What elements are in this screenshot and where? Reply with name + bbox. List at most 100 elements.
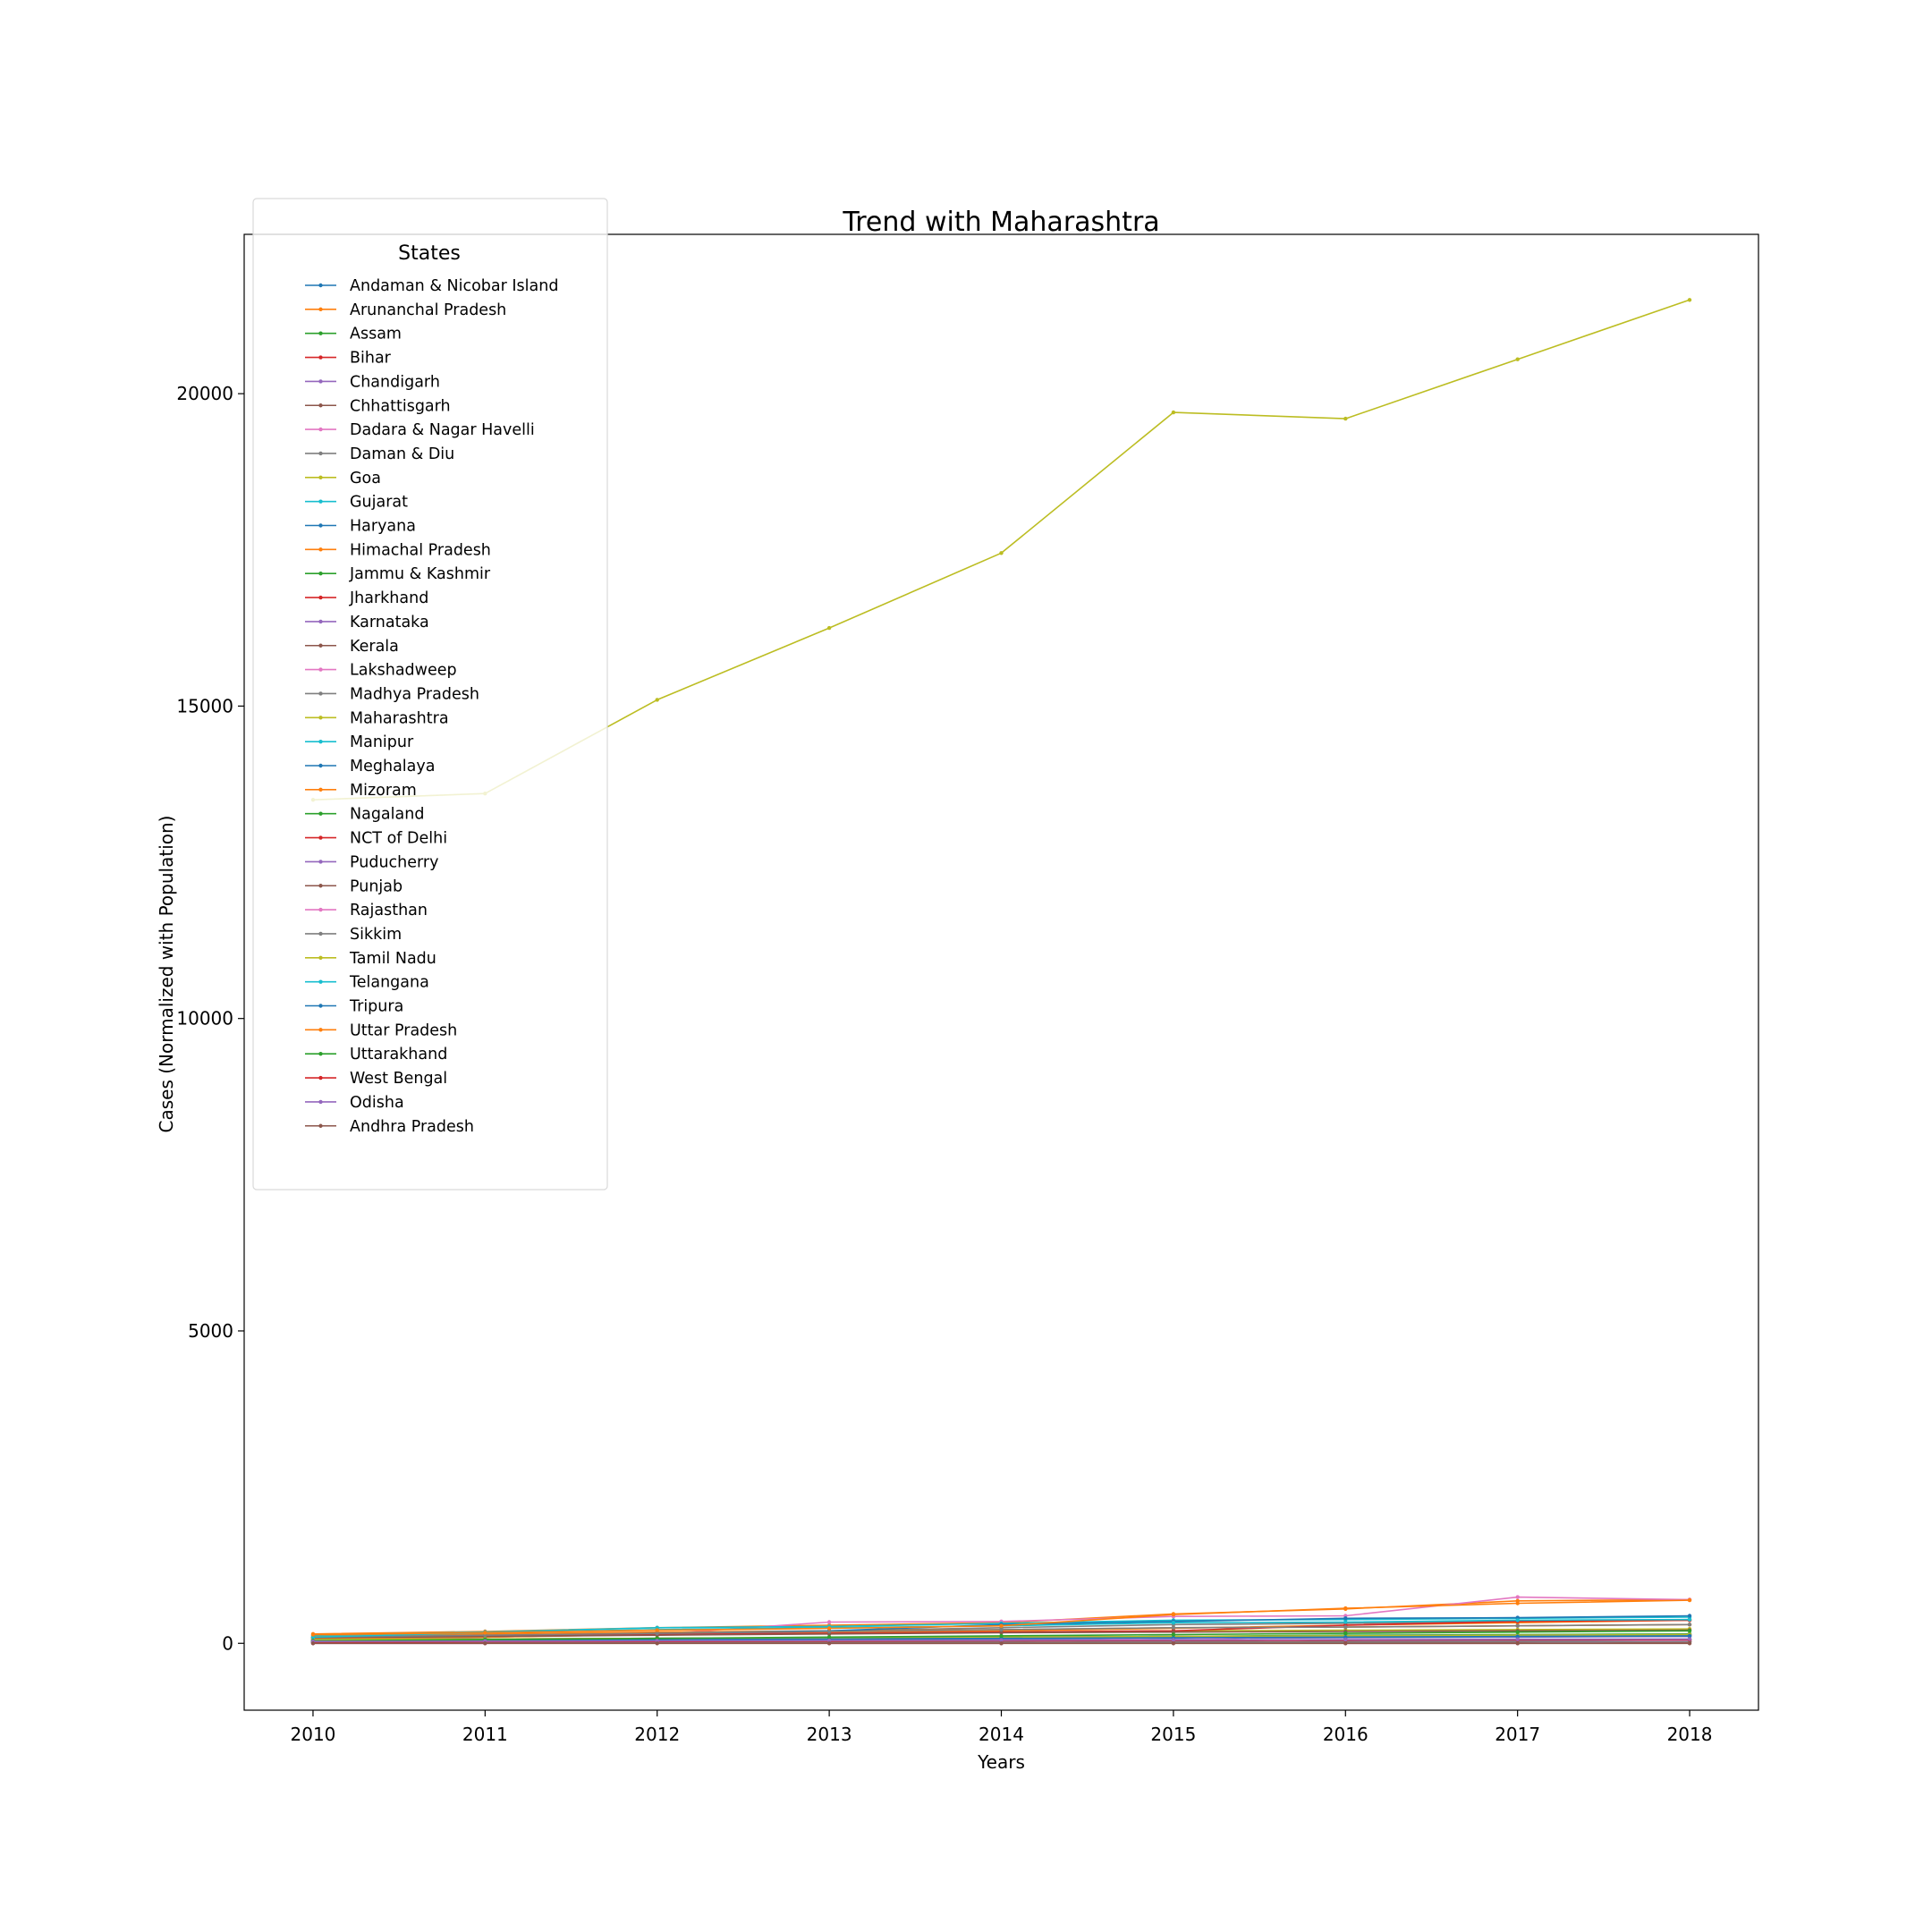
- legend-marker-haryana: [318, 523, 323, 528]
- legend-label-odisha: Odisha: [350, 1094, 404, 1112]
- data-point-maharashtra-2016: [1343, 416, 1348, 421]
- legend-item-mizoram: Mizoram: [305, 782, 417, 800]
- legend-marker-odisha: [318, 1099, 323, 1105]
- data-point-odisha-2018: [1687, 1637, 1692, 1641]
- data-point-sikkim-2014: [999, 1627, 1004, 1632]
- data-point-andhra-pradesh-2016: [1343, 1641, 1348, 1646]
- legend-marker-himachal-pradesh: [318, 547, 323, 552]
- data-point-tripura-2018: [1687, 1633, 1692, 1639]
- legend-label-manipur: Manipur: [350, 733, 414, 751]
- legend-item-rajasthan: Rajasthan: [305, 902, 428, 919]
- legend-marker-puducherry: [318, 860, 323, 864]
- legend-item-jharkhand: Jharkhand: [305, 589, 428, 607]
- legend-marker-assam: [318, 331, 323, 335]
- data-point-sikkim-2018: [1687, 1623, 1692, 1627]
- data-point-dadara-and-nagar-havelli-2017: [1515, 1595, 1520, 1599]
- legend-item-haryana: Haryana: [305, 518, 416, 536]
- legend-marker-nagaland: [318, 811, 323, 816]
- data-point-telangana-2016: [1343, 1620, 1348, 1624]
- legend-item-sikkim: Sikkim: [305, 926, 402, 944]
- data-point-maharashtra-2012: [655, 698, 659, 702]
- legend-item-odisha: Odisha: [305, 1094, 404, 1112]
- data-point-uttarakhand-2018: [1687, 1629, 1692, 1633]
- legend-marker-karnataka: [318, 619, 323, 624]
- data-point-uttar-pradesh-2010: [310, 1632, 316, 1637]
- data-point-odisha-2016: [1343, 1637, 1348, 1642]
- legend-item-assam: Assam: [305, 326, 402, 343]
- data-point-sikkim-2017: [1515, 1623, 1520, 1628]
- legend-label-rajasthan: Rajasthan: [350, 902, 428, 919]
- data-point-telangana-2015: [1171, 1621, 1176, 1625]
- data-point-sikkim-2012: [655, 1631, 659, 1636]
- data-point-uttar-pradesh-2017: [1515, 1601, 1520, 1606]
- data-point-andhra-pradesh-2014: [999, 1641, 1004, 1646]
- legend-item-puducherry: Puducherry: [305, 853, 438, 871]
- legend-marker-daman-and-diu: [318, 451, 323, 456]
- data-point-andhra-pradesh-2018: [1687, 1641, 1692, 1646]
- legend-label-kerala: Kerala: [350, 638, 399, 656]
- data-point-odisha-2015: [1171, 1638, 1176, 1642]
- data-point-uttarakhand-2014: [999, 1633, 1004, 1639]
- data-point-uttarakhand-2017: [1515, 1630, 1520, 1634]
- legend-item-meghalaya: Meghalaya: [305, 758, 435, 775]
- data-point-odisha-2014: [999, 1638, 1004, 1643]
- legend-marker-gujarat: [318, 499, 323, 504]
- legend-label-himachal-pradesh: Himachal Pradesh: [350, 541, 491, 559]
- legend-label-gujarat: Gujarat: [350, 494, 408, 512]
- legend-marker-andhra-pradesh: [318, 1123, 323, 1128]
- x-tick-label: 2011: [462, 1724, 508, 1745]
- legend-label-nct-of-delhi: NCT of Delhi: [350, 830, 447, 848]
- data-point-uttar-pradesh-2012: [655, 1628, 659, 1632]
- legend-label-jammu-and-kashmir: Jammu & Kashmir: [349, 565, 491, 583]
- legend-box: [252, 198, 608, 1191]
- x-tick-label: 2014: [979, 1724, 1024, 1745]
- legend-marker-tripura: [318, 1004, 323, 1008]
- data-point-odisha-2017: [1515, 1637, 1520, 1641]
- legend-items: Andaman & Nicobar Island Arunanchal Prade…: [305, 277, 558, 1136]
- data-point-maharashtra-2018: [1687, 298, 1692, 302]
- legend-item-tamil-nadu: Tamil Nadu: [305, 950, 436, 968]
- legend-label-lakshadweep: Lakshadweep: [350, 662, 457, 680]
- legend-marker-kerala: [318, 643, 323, 648]
- legend-item-bihar: Bihar: [305, 350, 392, 368]
- legend-label-maharashtra: Maharashtra: [350, 709, 449, 727]
- legend-marker-goa: [318, 475, 323, 479]
- data-point-uttar-pradesh-2018: [1687, 1597, 1692, 1603]
- legend-label-uttarakhand: Uttarakhand: [350, 1046, 447, 1063]
- legend-item-dadara-and-nagar-havelli: Dadara & Nagar Havelli: [305, 421, 535, 439]
- y-tick-label: 20000: [176, 383, 233, 404]
- legend-marker-sikkim: [318, 931, 323, 936]
- legend-marker-bihar: [318, 355, 323, 360]
- legend-item-goa: Goa: [305, 470, 381, 487]
- data-point-uttar-pradesh-2013: [826, 1626, 832, 1631]
- data-point-andhra-pradesh-2017: [1515, 1641, 1520, 1646]
- data-point-uttar-pradesh-2014: [999, 1623, 1004, 1628]
- data-point-maharashtra-2014: [999, 551, 1004, 555]
- data-point-uttarakhand-2013: [826, 1635, 832, 1640]
- series-andhra-pradesh: [310, 1641, 1692, 1646]
- x-tick-label: 2018: [1667, 1724, 1713, 1745]
- plot-marks: [310, 298, 1692, 1646]
- legend-label-puducherry: Puducherry: [350, 853, 438, 871]
- legend-label-sikkim: Sikkim: [350, 926, 402, 944]
- data-point-tripura-2017: [1515, 1634, 1520, 1639]
- data-point-uttar-pradesh-2011: [483, 1631, 487, 1635]
- legend-item-uttar-pradesh: Uttar Pradesh: [305, 1021, 457, 1039]
- legend-item-manipur: Manipur: [305, 733, 414, 751]
- legend-item-tripura: Tripura: [305, 998, 403, 1016]
- legend-label-uttar-pradesh: Uttar Pradesh: [350, 1021, 457, 1039]
- y-tick-label: 0: [222, 1632, 233, 1654]
- legend-label-nagaland: Nagaland: [350, 806, 424, 824]
- legend-marker-west-bengal: [318, 1075, 323, 1080]
- legend-marker-uttar-pradesh: [318, 1028, 323, 1032]
- data-point-sikkim-2015: [1171, 1625, 1176, 1631]
- legend-marker-telangana: [318, 979, 323, 984]
- data-point-andhra-pradesh-2013: [826, 1641, 832, 1646]
- y-tick-label: 10000: [176, 1008, 233, 1030]
- legend-label-karnataka: Karnataka: [350, 614, 429, 631]
- legend-label-meghalaya: Meghalaya: [350, 758, 435, 775]
- data-point-maharashtra-2015: [1171, 410, 1176, 415]
- data-point-odisha-2013: [826, 1638, 832, 1643]
